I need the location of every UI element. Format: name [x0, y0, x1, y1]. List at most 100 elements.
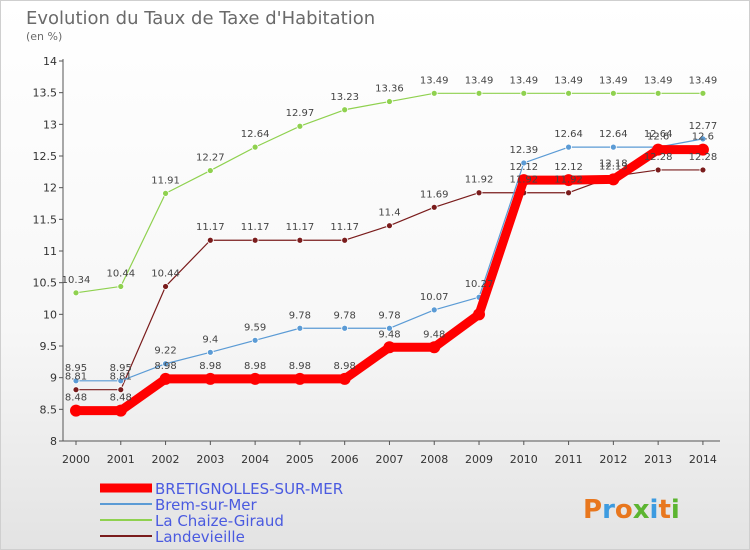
data-label: 9.59 [244, 322, 266, 333]
series-line [76, 169, 703, 391]
data-point [296, 236, 304, 244]
data-point [652, 143, 665, 156]
data-point [159, 372, 172, 385]
data-label: 8.98 [199, 361, 221, 372]
y-tick-label: 8 [50, 435, 57, 448]
data-label: 8.98 [289, 361, 311, 372]
data-point [430, 89, 438, 97]
data-label: 12.28 [644, 152, 673, 163]
x-tick-label: 2012 [599, 453, 627, 466]
data-label: 13.49 [554, 75, 583, 86]
data-point [386, 222, 393, 230]
data-label: 8.95 [65, 363, 87, 374]
data-label: 11.69 [420, 189, 449, 200]
data-label: 11.17 [196, 222, 225, 233]
legend-label: Brem-sur-Mer [155, 496, 257, 514]
x-tick-label: 2004 [241, 453, 269, 466]
y-tick-label: 10 [43, 308, 57, 321]
data-label: 8.98 [244, 361, 266, 372]
chart-title: Evolution du Taux de Taxe d'Habitation [26, 8, 375, 29]
legend-label: BRETIGNOLLES-SUR-MER [155, 480, 343, 498]
data-label: 9.78 [378, 310, 400, 321]
data-label: 11.92 [465, 175, 494, 186]
data-point [338, 372, 351, 385]
data-label: 8.48 [110, 393, 132, 404]
series-lines [70, 89, 709, 417]
series-2 [72, 135, 707, 385]
data-point [475, 89, 483, 97]
data-point [699, 135, 707, 143]
data-point [251, 143, 259, 151]
data-label: 11.91 [151, 175, 180, 186]
data-label: 12.64 [554, 129, 583, 140]
data-label: 13.36 [375, 84, 404, 95]
data-point [565, 189, 572, 197]
data-label: 13.49 [509, 75, 538, 86]
data-point [386, 98, 393, 105]
x-tick-label: 2007 [375, 453, 403, 466]
data-point [473, 308, 486, 321]
brand-text: Proxiti [583, 495, 680, 525]
data-point [565, 143, 572, 151]
data-point [70, 404, 82, 417]
data-label: 8.48 [65, 393, 87, 404]
data-point [117, 386, 125, 394]
data-point [341, 106, 349, 114]
chart-unit-label: (en %) [26, 30, 62, 43]
x-tick-label: 2002 [152, 453, 180, 466]
data-point [162, 283, 169, 290]
data-label: 13.49 [465, 75, 494, 86]
data-point [341, 324, 349, 332]
data-point [430, 306, 438, 314]
data-label: 9.48 [378, 329, 400, 340]
data-point [206, 236, 214, 244]
y-tick-label: 12.5 [33, 150, 58, 163]
y-tick-label: 9 [50, 372, 57, 385]
legend-item: Landevieille [100, 528, 245, 546]
data-label: 12.6 [692, 132, 714, 143]
data-label: 13.49 [420, 75, 449, 86]
data-label: 10.44 [151, 268, 180, 279]
data-label: 12.97 [286, 108, 315, 119]
data-point [117, 283, 125, 290]
data-point [696, 143, 709, 156]
data-point [296, 122, 304, 130]
data-point [206, 348, 214, 356]
data-label: 13.23 [330, 92, 359, 103]
data-label: 9.22 [154, 346, 176, 357]
data-point [117, 377, 125, 385]
data-point [562, 174, 575, 187]
data-point [341, 236, 349, 244]
data-labels: 8.48 8.48 8.98 8.98 8.98 8.98 8.98 9.48 9.48 12.1… [62, 75, 718, 403]
data-label: 10.07 [420, 292, 449, 303]
data-label: 8.98 [154, 361, 176, 372]
data-label: 9.78 [289, 310, 311, 321]
series-3 [72, 89, 707, 297]
x-tick-label: 2009 [465, 453, 493, 466]
data-point [251, 236, 259, 244]
data-point [251, 336, 259, 344]
data-label: 8.81 [65, 372, 87, 383]
y-tick-label: 10.5 [33, 277, 58, 290]
data-point [609, 89, 617, 97]
x-tick-label: 2005 [286, 453, 314, 466]
data-label: 12.28 [689, 152, 718, 163]
data-point [162, 360, 169, 368]
legend-label: La Chaize-Giraud [155, 512, 284, 530]
data-point [475, 189, 483, 197]
data-label: 12.13 [599, 161, 628, 172]
data-label: 11.17 [286, 222, 315, 233]
data-point [386, 324, 393, 332]
y-tick-label: 13.5 [33, 87, 58, 100]
x-tick-label: 2011 [555, 453, 583, 466]
data-label: 11.92 [554, 175, 583, 186]
legend-item: Brem-sur-Mer [100, 496, 257, 514]
data-point [383, 341, 396, 354]
data-label: 12.12 [509, 162, 538, 173]
data-label: 12.27 [196, 153, 225, 164]
y-tick-label: 8.5 [40, 403, 58, 416]
data-label: 11.17 [241, 222, 270, 233]
